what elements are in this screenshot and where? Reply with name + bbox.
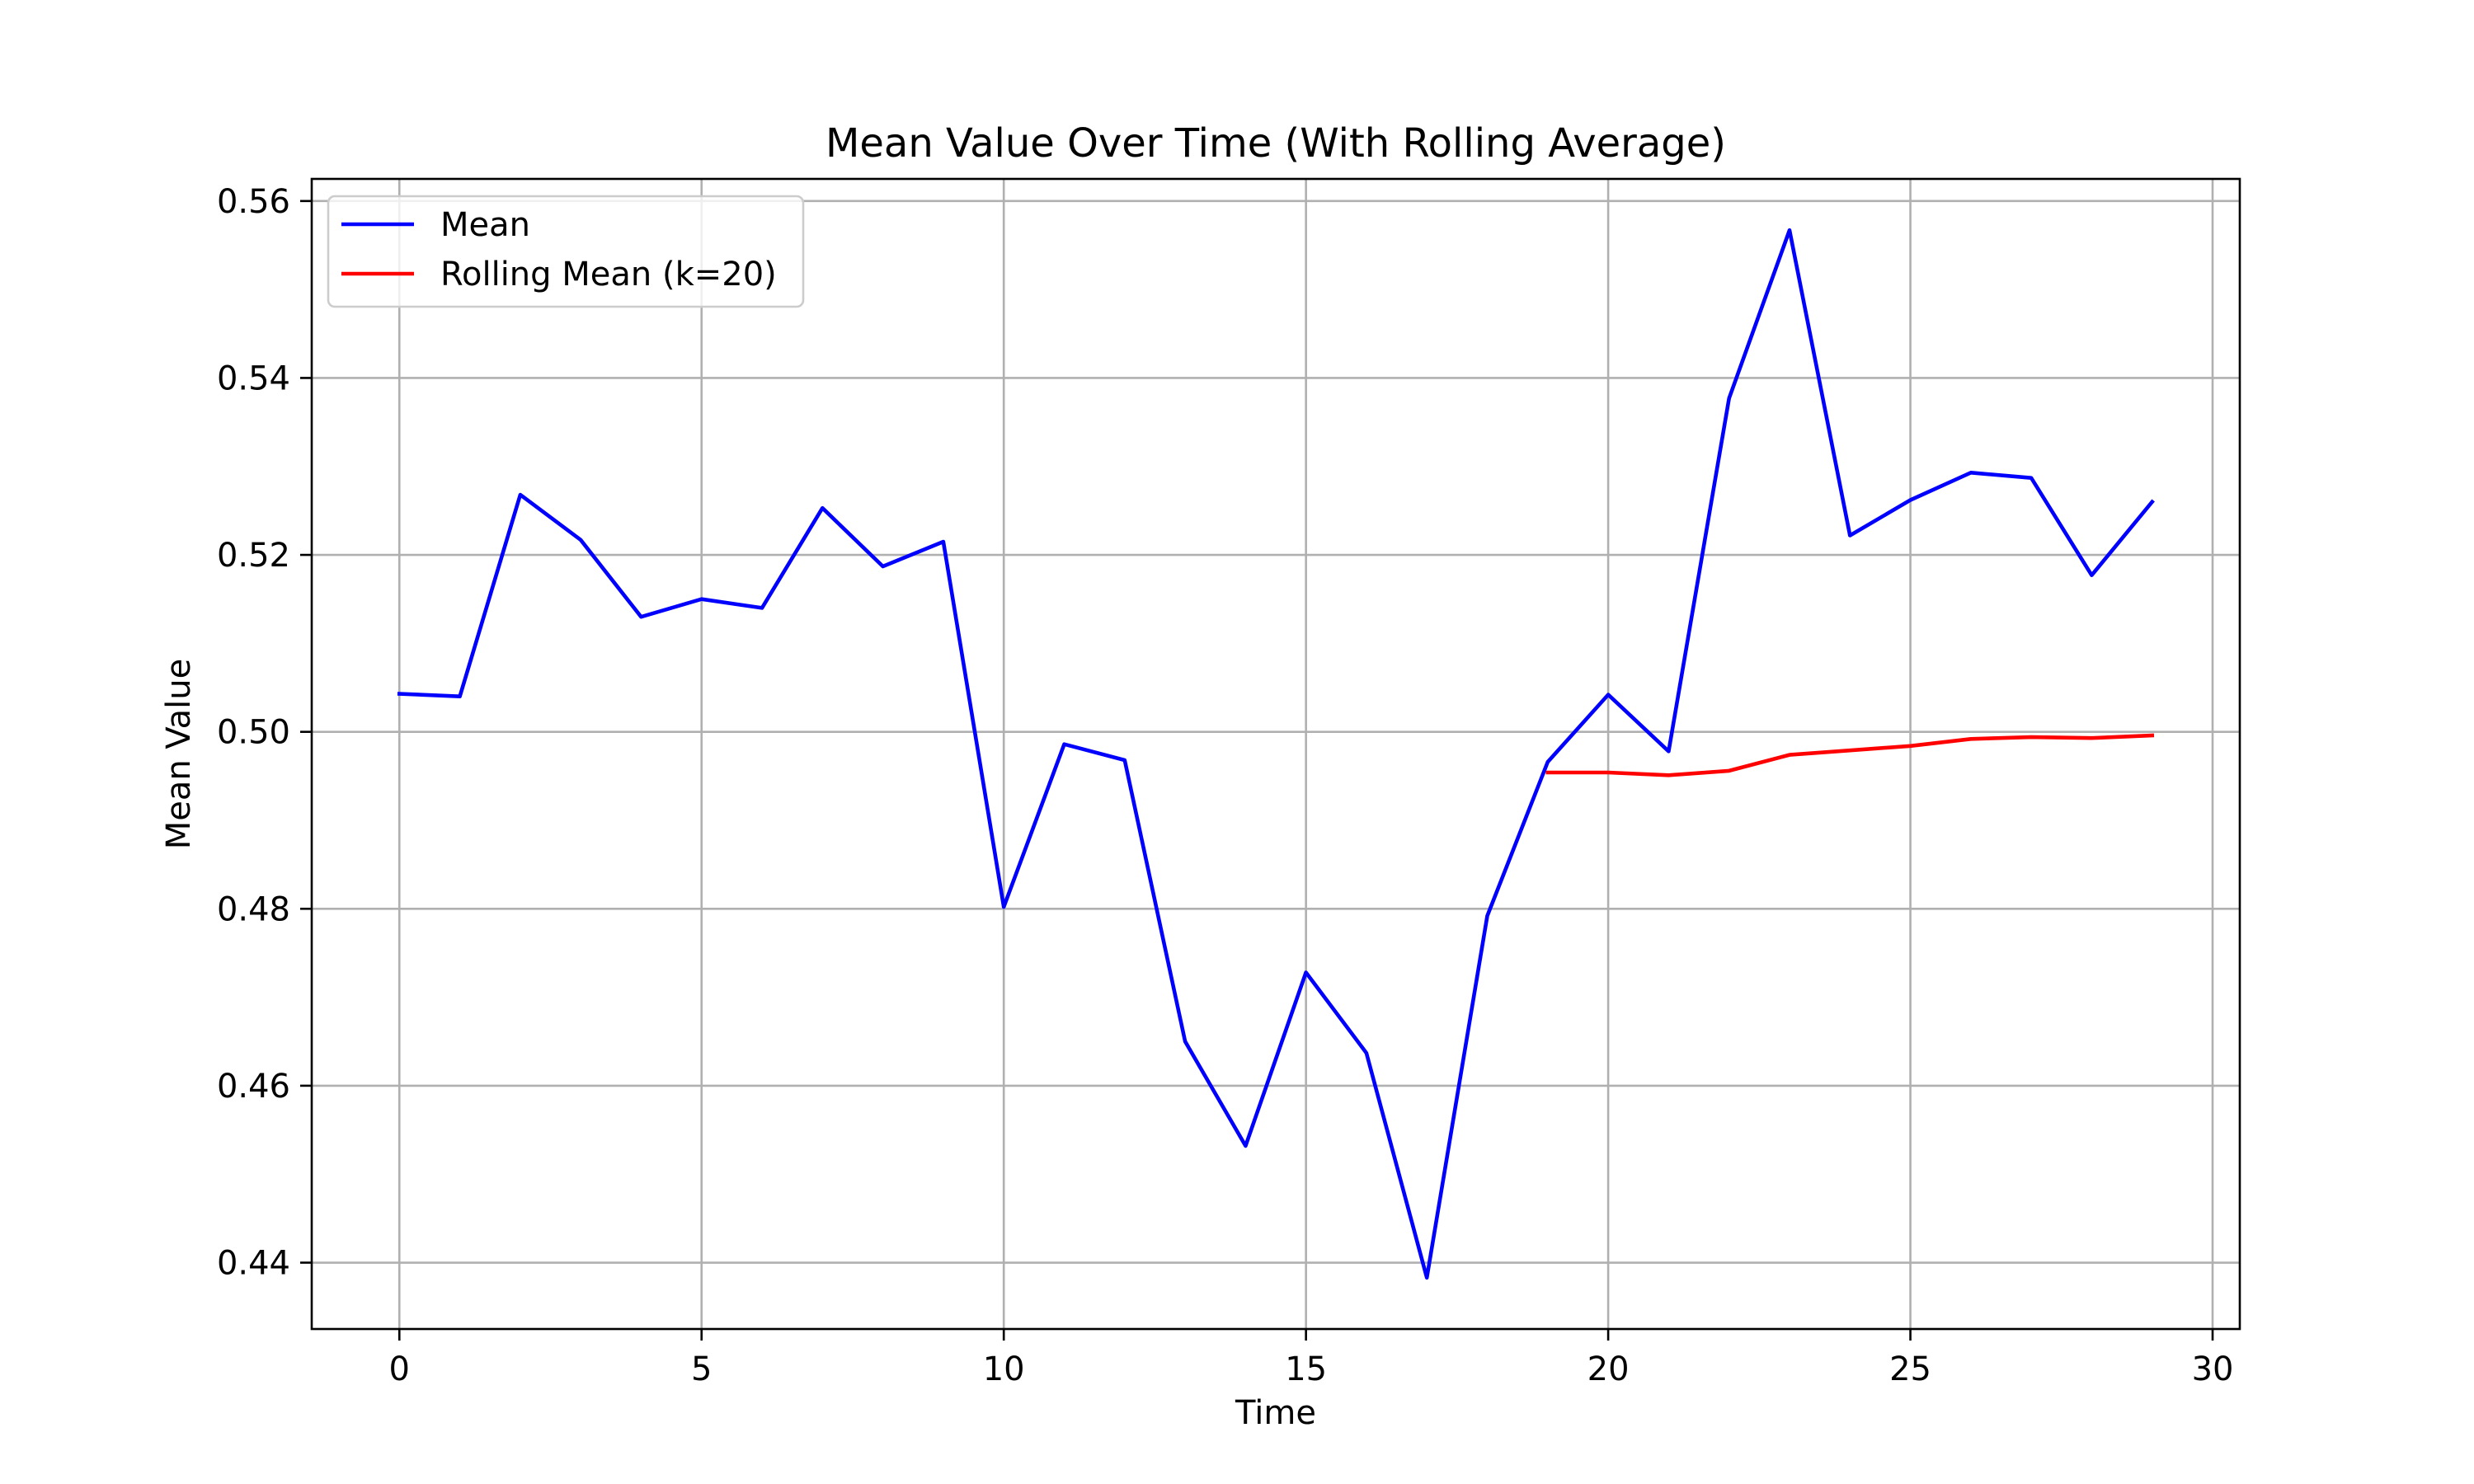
legend-label-mean: Mean bbox=[440, 206, 530, 244]
x-tick-label: 20 bbox=[1587, 1350, 1630, 1388]
series-layer bbox=[397, 228, 2155, 1280]
y-tick-label: 0.48 bbox=[217, 890, 290, 928]
x-axis-title: Time bbox=[1235, 1394, 1316, 1432]
legend-frame bbox=[327, 195, 805, 308]
x-tick-label: 10 bbox=[983, 1350, 1025, 1388]
y-tick-label: 0.54 bbox=[217, 359, 290, 397]
legend-label-rolling-mean: Rolling Mean (k=20) bbox=[440, 256, 777, 294]
x-tick-label: 15 bbox=[1285, 1350, 1327, 1388]
x-tick-label: 30 bbox=[2192, 1350, 2234, 1388]
plot-area-frame bbox=[310, 177, 2241, 1331]
chart-title: Mean Value Over Time (With Rolling Avera… bbox=[825, 120, 1726, 167]
series-line-rolling-mean bbox=[1545, 733, 2155, 777]
y-tick-label: 0.56 bbox=[217, 183, 290, 221]
y-axis-title: Mean Value bbox=[160, 659, 198, 850]
y-tick-label: 0.50 bbox=[217, 714, 290, 752]
axis-ticks: 0 5 10 15 20 25 30 0.44 0.46 0.48 0.50 0.52 0.54 0.56 bbox=[217, 183, 2234, 1388]
y-tick-label: 0.46 bbox=[217, 1068, 290, 1106]
x-tick-label: 0 bbox=[389, 1350, 410, 1388]
x-tick-label: 5 bbox=[691, 1350, 712, 1388]
legend: Mean Rolling Mean (k=20) bbox=[327, 195, 805, 308]
grid-lines bbox=[312, 179, 2240, 1329]
y-tick-label: 0.44 bbox=[217, 1245, 290, 1283]
series-line-mean bbox=[397, 228, 2155, 1280]
x-tick-label: 25 bbox=[1889, 1350, 1931, 1388]
y-tick-label: 0.52 bbox=[217, 537, 290, 575]
